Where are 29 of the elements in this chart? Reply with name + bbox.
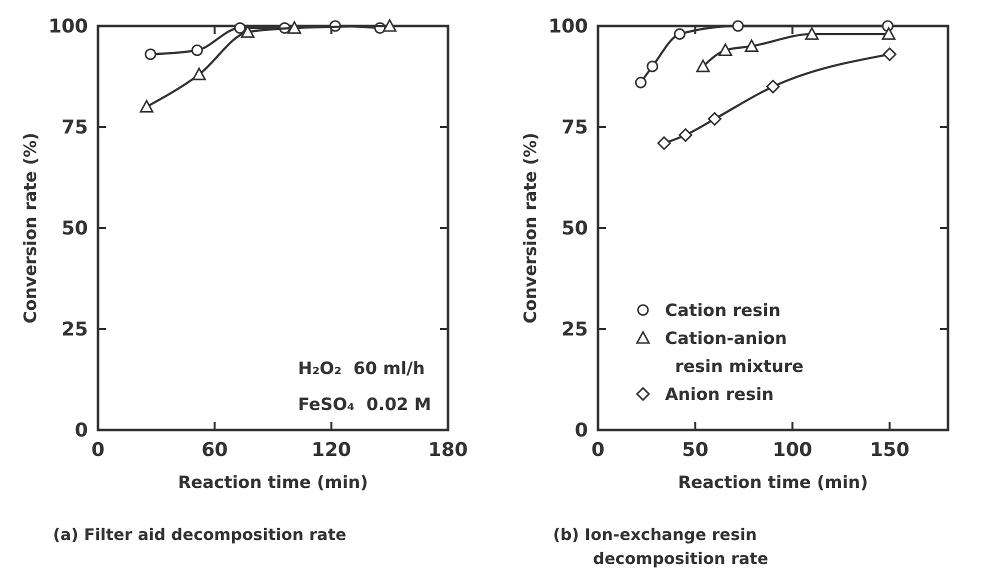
y-tick-label: 0 xyxy=(574,420,588,442)
x-tick-label: 100 xyxy=(772,439,812,461)
x-tick-label: 50 xyxy=(682,439,708,461)
x-axis-title: Reaction time (min) xyxy=(678,473,868,493)
y-tick-label: 0 xyxy=(74,420,88,442)
text: (b) Ion-exchange resin decomposition rate xyxy=(553,525,768,568)
y-tick-label: 50 xyxy=(562,218,588,240)
x-tick-label: 0 xyxy=(591,439,605,461)
y-tick-label: 100 xyxy=(548,16,588,38)
y-tick-label: 50 xyxy=(62,218,88,240)
x-tick-label: 120 xyxy=(311,439,352,461)
y-tick-label: 75 xyxy=(562,116,588,139)
legend-label: Anion resin xyxy=(665,385,774,405)
y-tick-label: 75 xyxy=(62,116,88,139)
annotation: FeSO₄ 0.02 M xyxy=(298,395,432,415)
y-axis-title: Conversion rate (%) xyxy=(21,132,41,324)
y-axis-title: Conversion rate (%) xyxy=(521,132,541,324)
x-tick-label: 60 xyxy=(201,439,228,461)
annotation: H₂O₂ 60 ml/h xyxy=(298,359,425,379)
x-tick-label: 180 xyxy=(428,439,468,461)
legend-label: Cation resin xyxy=(665,301,781,321)
x-tick-label: 150 xyxy=(870,439,910,461)
x-tick-label: 0 xyxy=(91,439,105,461)
text: (a) Filter aid decomposition rate xyxy=(53,525,346,544)
y-tick-label: 100 xyxy=(48,16,88,38)
legend-label: Cation-anion resin mixture xyxy=(665,329,804,377)
y-tick-label: 25 xyxy=(562,318,588,341)
y-tick-label: 25 xyxy=(62,318,88,341)
x-axis-title: Reaction time (min) xyxy=(178,473,368,493)
